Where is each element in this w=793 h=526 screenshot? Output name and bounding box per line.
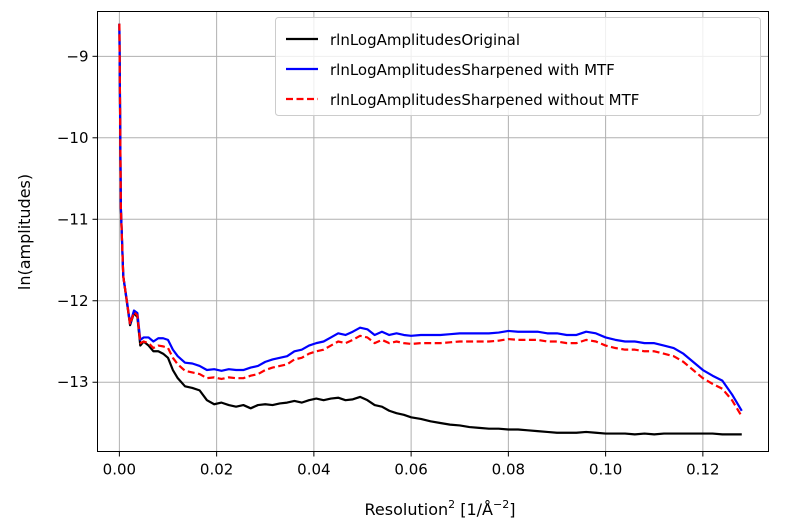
legend: rlnLogAmplitudesOriginal rlnLogAmplitude…: [275, 17, 761, 116]
y-tick-label: −12: [57, 292, 89, 310]
series-line-sharpened-with-mtf: [118, 23, 743, 412]
x-tick-label: 0.06: [394, 461, 427, 479]
series-line-original: [118, 23, 742, 436]
x-tick-label: 0.12: [686, 461, 719, 479]
x-axis-label-mid: [1/Å: [455, 500, 493, 519]
x-axis-label-sup2: −2: [493, 498, 509, 511]
plot-frame: [97, 11, 769, 452]
y-tick-label: −10: [57, 129, 89, 147]
legend-label-original: rlnLogAmplitudesOriginal: [330, 31, 520, 49]
x-tick-label: 0.00: [103, 461, 136, 479]
legend-label-with-mtf: rlnLogAmplitudesSharpened with MTF: [330, 61, 615, 79]
series-lines: [118, 23, 743, 436]
y-tick-label: −13: [57, 373, 89, 391]
y-axis-label: ln(amplitudes): [15, 174, 34, 290]
y-tick-label: −11: [57, 210, 89, 228]
x-tick-label: 0.08: [492, 461, 525, 479]
x-tick-label: 0.10: [589, 461, 622, 479]
legend-box: [275, 17, 761, 116]
x-axis-ticks: 0.00 0.02 0.04 0.06 0.08 0.10 0.12: [103, 451, 720, 479]
y-axis-ticks: −9 −10 −11 −12 −13: [57, 47, 98, 391]
x-tick-label: 0.02: [200, 461, 233, 479]
series-line-sharpened-without-mtf: [118, 23, 743, 418]
x-axis-label: Resolution2 [1/Å−2]: [365, 498, 516, 519]
x-tick-label: 0.04: [297, 461, 330, 479]
legend-label-without-mtf: rlnLogAmplitudesSharpened without MTF: [330, 91, 639, 109]
y-tick-label: −9: [66, 47, 88, 65]
x-axis-label-end: ]: [509, 500, 515, 519]
x-axis-label-sup1: 2: [448, 498, 455, 511]
x-axis-label-main: Resolution: [365, 500, 449, 519]
